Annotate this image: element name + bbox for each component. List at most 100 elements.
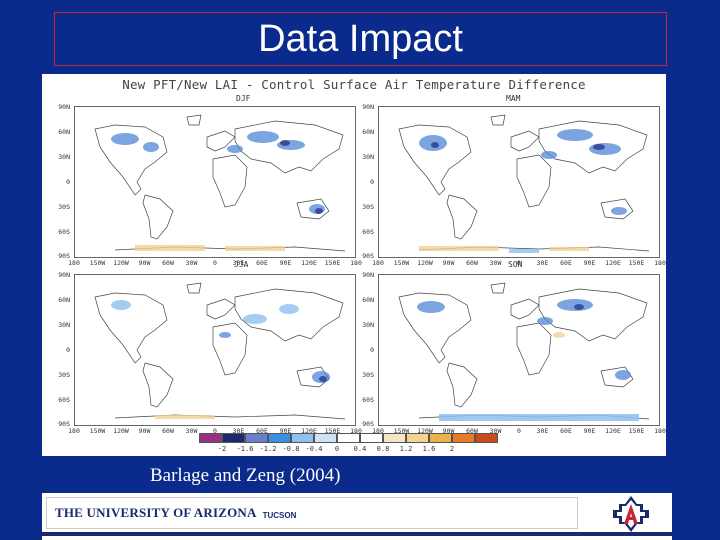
lon-label: 150E <box>324 259 341 267</box>
lon-label: 150W <box>393 259 410 267</box>
lon-label: 180 <box>654 427 666 435</box>
lon-label: 120W <box>113 427 129 435</box>
lon-label: 120E <box>301 259 317 267</box>
colorbar-tick-label: 0.8 <box>376 445 390 453</box>
lon-label: 150W <box>89 427 106 435</box>
panel-label: JJA <box>234 260 249 269</box>
university-banner: THE UNIVERSITY OF ARIZONA TUCSON <box>46 497 578 529</box>
map-panel-mam: MAM <box>362 94 660 260</box>
lon-label: 90W <box>138 427 151 435</box>
lon-label: 60E <box>560 427 572 435</box>
lon-label: 60W <box>466 427 478 435</box>
map-frame <box>378 274 660 426</box>
lat-label: 0 <box>370 346 374 354</box>
colorbar-labels: -2 -1.6 -1.2 -0.8 -0.4 0 0.4 0.8 1.2 1.6 2 <box>199 445 511 455</box>
lon-label: 120W <box>417 259 433 267</box>
footer-stripe <box>42 532 672 536</box>
lon-label: 180 <box>372 427 384 435</box>
lon-label: 150E <box>324 427 341 435</box>
colorbar-swatch <box>475 433 498 443</box>
colorbar-tick-label: 1.6 <box>422 445 436 453</box>
lon-label: 60W <box>162 427 174 435</box>
figure-title: New PFT/New LAI - Control Surface Air Te… <box>122 77 586 92</box>
lon-label: 30E <box>536 427 549 435</box>
colorbar-tick-label: 0.4 <box>353 445 367 453</box>
lon-label: 0 <box>213 259 217 267</box>
lon-label: 150E <box>628 259 645 267</box>
lat-label: 60S <box>58 396 70 404</box>
lat-label: 60S <box>362 228 374 236</box>
lat-label: 90N <box>362 103 374 111</box>
lon-label: 30W <box>489 427 502 435</box>
lon-label: 30W <box>489 259 502 267</box>
lat-label: 30N <box>58 153 70 161</box>
lon-label: 60E <box>256 259 268 267</box>
lon-label: 90W <box>442 427 455 435</box>
map-panel-djf: DJF <box>58 94 356 260</box>
colorbar-tick-label: 0 <box>334 445 340 453</box>
colorbar-swatch <box>245 433 268 443</box>
lon-label: 120E <box>605 259 621 267</box>
lat-label: 60S <box>362 396 374 404</box>
world-map <box>94 114 346 252</box>
colorbar-swatch <box>337 433 360 443</box>
lon-label: 30E <box>232 259 245 267</box>
panel-label: SON <box>508 260 523 269</box>
colorbar-tick-label: 1.2 <box>399 445 413 453</box>
colorbar-tick-label: -1.2 <box>259 445 277 453</box>
lat-label: 30S <box>362 371 374 379</box>
lon-label: 90E <box>583 427 596 435</box>
lat-label: 30N <box>58 321 70 329</box>
lon-label: 180 <box>68 259 80 267</box>
title-frame: Data Impact <box>54 12 667 66</box>
world-map <box>398 114 650 253</box>
world-map <box>94 282 346 420</box>
map-frame <box>378 106 660 258</box>
lon-label: 150W <box>89 259 106 267</box>
footer-bar: THE UNIVERSITY OF ARIZONA TUCSON <box>42 493 672 540</box>
lat-label: 90N <box>58 271 70 279</box>
colorbar-swatch <box>383 433 406 443</box>
university-city: TUCSON <box>262 510 297 520</box>
map-panel-son: SON <box>362 260 660 428</box>
lon-label: 0 <box>213 427 217 435</box>
colorbar-swatch <box>222 433 245 443</box>
colorbar-swatch <box>452 433 475 443</box>
lat-label: 30N <box>362 321 374 329</box>
lat-label: 0 <box>66 178 70 186</box>
colorbar-tick-label: 2 <box>449 445 455 453</box>
lat-label: 30N <box>362 153 374 161</box>
lon-label: 30W <box>185 427 198 435</box>
lon-label: 60E <box>560 259 572 267</box>
colorbar-tick-label: -1.6 <box>236 445 254 453</box>
lat-label: 30S <box>362 203 374 211</box>
lon-label: 30W <box>185 259 198 267</box>
lat-label: 90S <box>58 252 70 260</box>
panel-label: MAM <box>506 94 521 103</box>
slide-title: Data Impact <box>258 17 463 60</box>
lon-label: 120W <box>417 427 433 435</box>
lat-label: 60N <box>362 296 374 304</box>
colorbar-swatch <box>291 433 314 443</box>
map-frame <box>74 106 356 258</box>
colorbar <box>199 433 498 443</box>
colorbar-tick-label: -2 <box>217 445 227 453</box>
lon-label: 90W <box>442 259 455 267</box>
lon-label: 180 <box>68 427 80 435</box>
lon-label: 150W <box>393 427 410 435</box>
lon-label: 180 <box>350 259 362 267</box>
lon-axis: 180 150W 120W 90W 60W 30W 0 30E 60E 90E 120E 150E 18… <box>68 427 362 437</box>
colorbar-tick-label: -0.4 <box>305 445 323 453</box>
lon-label: 90E <box>583 259 596 267</box>
lon-label: 0 <box>517 427 521 435</box>
lon-label: 30E <box>232 427 245 435</box>
lat-label: 60N <box>58 296 70 304</box>
colorbar-swatch <box>360 433 383 443</box>
lat-label: 60N <box>362 128 374 136</box>
lon-axis: 180 150W 120W 90W 60W 30W 0 30E 60E 90E 120E 150E 18… <box>68 259 362 269</box>
lon-label: 0 <box>517 259 521 267</box>
lon-label: 90E <box>279 259 292 267</box>
lat-label: 90N <box>362 271 374 279</box>
map-frame <box>74 274 356 426</box>
lat-label: 0 <box>370 178 374 186</box>
